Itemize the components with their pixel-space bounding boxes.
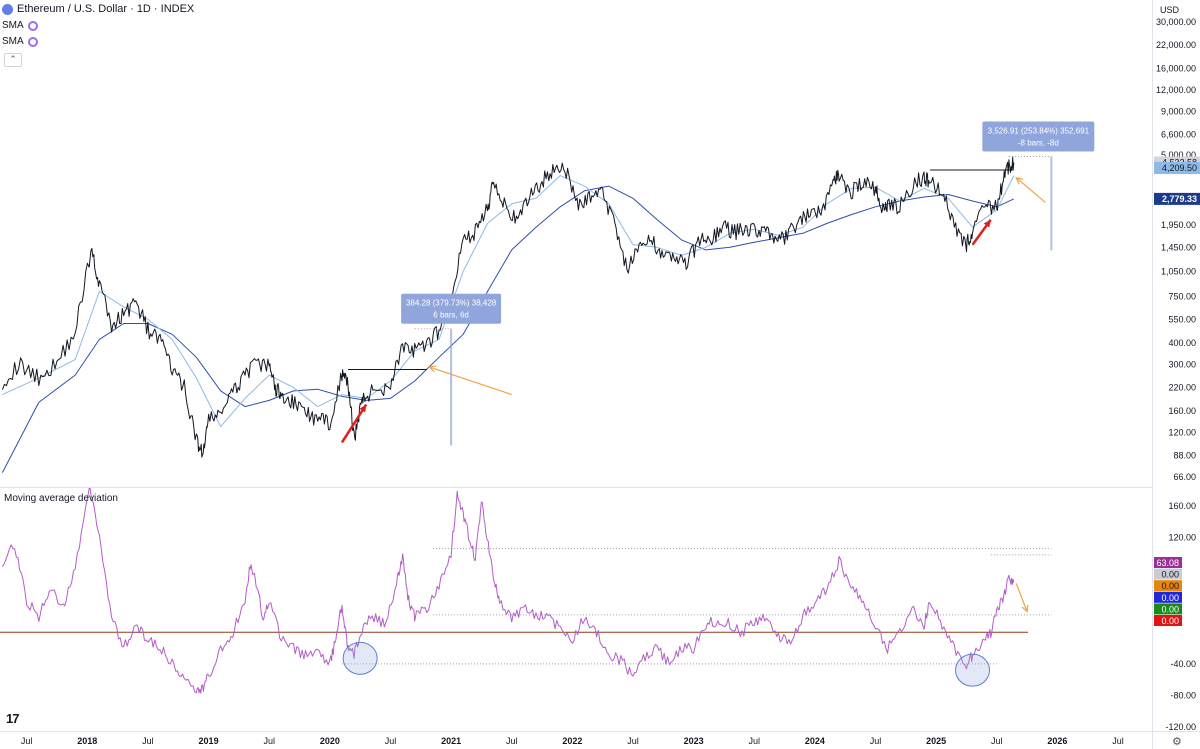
price-axis-tick-label: 5,000.00 — [1161, 150, 1196, 160]
time-axis-tick-label: 2022 — [562, 736, 582, 746]
time-axis-tick-label: 2026 — [1047, 736, 1067, 746]
time-axis-tick-label: Jul — [263, 736, 275, 746]
symbol-title[interactable]: Ethereum / U.S. Dollar · 1D · INDEX — [17, 3, 195, 15]
orange-arrow — [1015, 177, 1046, 203]
price-axis-tick-label: 160.00 — [1168, 406, 1196, 416]
sma-legend-1[interactable]: SMA — [2, 20, 38, 31]
deviation-axis-value-tag — [1154, 591, 1182, 603]
price-axis-tick-label: 1,050.00 — [1161, 266, 1196, 276]
deviation-axis-value-label: 63.08 — [1156, 558, 1179, 568]
time-axis-tick-label: Jul — [506, 736, 518, 746]
deviation-axis-value-tag — [1154, 580, 1182, 592]
time-axis-tick-label: 2020 — [320, 736, 340, 746]
price-axis-tick-label: 16,000.00 — [1156, 64, 1196, 74]
arrow-head — [427, 365, 437, 373]
orange-arrow — [429, 366, 512, 396]
deviation-axis-value-label: 0.00 — [1161, 604, 1179, 614]
time-axis-tick-label: Jul — [385, 736, 397, 746]
time-axis-tick-label: Jul — [870, 736, 882, 746]
loading-spinner-icon — [27, 36, 38, 47]
highlight-ellipse — [342, 641, 378, 675]
price-axis-tick-label: 220.00 — [1168, 382, 1196, 392]
chart-legend[interactable]: Ethereum / U.S. Dollar · 1D · INDEX — [2, 3, 194, 15]
measure-box — [401, 293, 502, 324]
time-axis-tick-label: Jul — [748, 736, 760, 746]
red-arrow — [340, 403, 368, 444]
price-axis-tick-label: 1,450.00 — [1161, 242, 1196, 252]
deviation-axis-value-tag — [1154, 568, 1182, 580]
arrow-head — [983, 219, 991, 228]
sma-fast-line — [2, 175, 1015, 428]
time-axis-tick-label: 2019 — [199, 736, 219, 746]
gear-icon[interactable]: ⚙ — [1172, 736, 1182, 748]
price-axis-tick-label: 550.00 — [1168, 314, 1196, 324]
time-axis-tick-label: Jul — [1112, 736, 1124, 746]
deviation-axis-tick-label: -120.00 — [1165, 722, 1196, 732]
deviation-axis-tick-label: -40.00 — [1170, 659, 1196, 669]
collapse-legend-button[interactable]: ⌃ — [4, 53, 22, 67]
price-axis-tick-label: 30,000.00 — [1156, 17, 1196, 27]
time-axis-tick-label: Jul — [627, 736, 639, 746]
deviation-axis-value-label: 0.00 — [1161, 581, 1179, 591]
deviation-pane[interactable] — [0, 486, 1052, 694]
ethereum-logo-icon — [2, 3, 13, 15]
deviation-axis-value-label: 0.00 — [1161, 570, 1179, 580]
time-axis-tick-label: Jul — [142, 736, 154, 746]
deviation-axis-tick-label: -80.00 — [1170, 690, 1196, 700]
deviation-indicator-title[interactable]: Moving average deviation — [4, 493, 118, 504]
price-axis-tick-label: 6,600.00 — [1161, 130, 1196, 140]
orange-arrow — [1015, 583, 1028, 612]
price-line — [1, 156, 1015, 458]
highlight-ellipse — [955, 653, 991, 687]
currency-label[interactable]: USD — [1160, 5, 1180, 15]
price-axis-tick-label: 9,000.00 — [1161, 107, 1196, 117]
price-axis-value-label: 4,209.50 — [1162, 163, 1197, 173]
sma-label: SMA — [2, 20, 24, 31]
deviation-axis-value-tag — [1154, 557, 1182, 568]
arrow-head — [1021, 604, 1029, 614]
price-axis-tick-label: 400.00 — [1168, 338, 1196, 348]
arrow-head — [1015, 176, 1024, 185]
sma-slow-line — [1, 185, 1015, 473]
measure-box — [982, 121, 1095, 152]
price-axis-tick-label: 12,000.00 — [1156, 85, 1196, 95]
deviation-axis-tick-label: 120.00 — [1168, 533, 1196, 543]
price-axis-value-label: 2,779.33 — [1162, 194, 1197, 204]
time-axis-tick-label: 2023 — [684, 736, 704, 746]
price-axis-tick-label: 22,000.00 — [1156, 40, 1196, 50]
deviation-axis-value-tag — [1154, 615, 1182, 626]
deviation-line — [1, 488, 1015, 694]
measure-line2: -8 bars, -8d — [1018, 138, 1059, 147]
time-axis-tick-label: Jul — [21, 736, 33, 746]
deviation-axis-tick-label: 160.00 — [1168, 501, 1196, 511]
price-axis-tick-label: 120.00 — [1168, 428, 1196, 438]
time-axis-tick-label: 2021 — [441, 736, 461, 746]
price-axis-tick-label: 88.00 — [1173, 451, 1196, 461]
price-axis-tick-label: 300.00 — [1168, 359, 1196, 369]
time-axis-tick-label: Jul — [991, 736, 1003, 746]
time-axis-tick-label: 2025 — [926, 736, 946, 746]
time-axis-tick-label: 2024 — [805, 736, 825, 746]
arrow-head — [359, 404, 367, 413]
sma-legend-2[interactable]: SMA — [2, 36, 38, 47]
deviation-axis-value-tag — [1154, 603, 1182, 615]
tradingview-logo[interactable]: 17 — [6, 711, 20, 726]
measure-line1: 3,526.91 (253.84%) 352,691 — [988, 126, 1090, 135]
price-axis-value-tag — [1154, 162, 1200, 175]
price-axis-tick-label: 750.00 — [1168, 291, 1196, 301]
price-axis-tick-label: 66.00 — [1173, 472, 1196, 482]
measure-line1: 384.28 (379.73%) 38,428 — [406, 299, 497, 308]
price-axis-value-tag — [1154, 192, 1200, 205]
price-pane[interactable]: 384.28 (379.73%) 38,428 6 bars, 6d 3,526.9… — [1, 121, 1095, 473]
time-axis-tick-label: 2018 — [77, 736, 97, 746]
measure-line2: 6 bars, 6d — [433, 311, 469, 320]
deviation-axis-value-label: 0.00 — [1161, 616, 1179, 626]
price-axis-tick-label: 1,950.00 — [1161, 220, 1196, 230]
loading-spinner-icon — [27, 20, 38, 31]
sma-label: SMA — [2, 36, 24, 47]
deviation-axis-value-label: 0.00 — [1161, 593, 1179, 603]
